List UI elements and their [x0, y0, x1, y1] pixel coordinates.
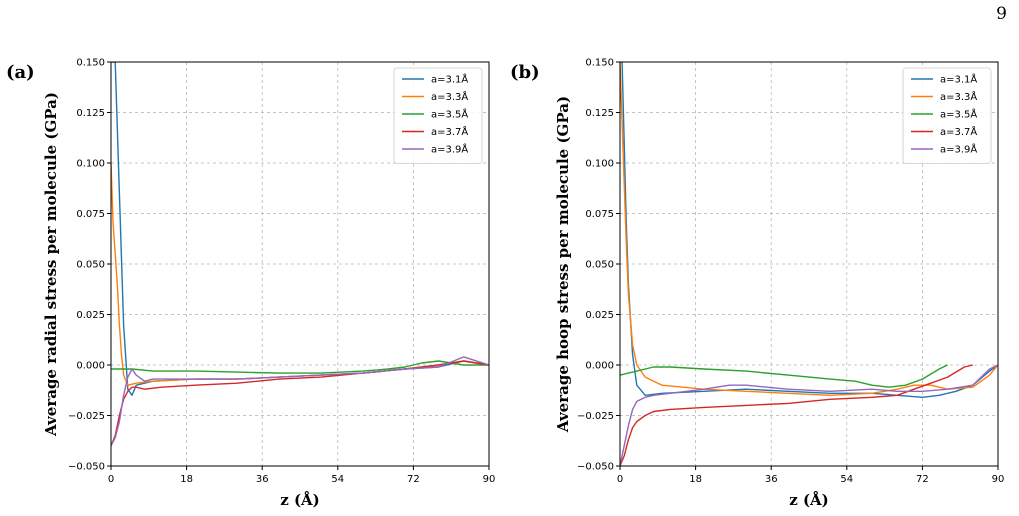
x-tick-label: 54	[840, 474, 853, 485]
legend-label: a=3.5Å	[940, 108, 977, 121]
x-tick-label: 54	[331, 474, 344, 485]
y-tick-label: −0.025	[577, 411, 614, 422]
y-tick-label: 0.000	[76, 361, 105, 372]
series-line-2	[620, 364, 948, 388]
page-number: 9	[996, 4, 1007, 24]
x-tick-label: 36	[256, 474, 269, 485]
y-tick-label: −0.050	[577, 462, 614, 473]
y-tick-label: 0.075	[76, 209, 105, 220]
legend: a=3.1Å a=3.3Å a=3.5Å a=3.7Å a=3.9Å	[393, 67, 483, 164]
x-tick-label: 72	[407, 474, 420, 485]
y-tick-label: 0.125	[76, 108, 105, 119]
y-tick-label: 0.075	[585, 209, 614, 220]
plot-frame	[619, 61, 999, 467]
y-axis-title: Average hoop stress per molecule (GPa)	[554, 96, 572, 433]
legend-label: a=3.1Å	[431, 73, 468, 86]
legend-label: a=3.1Å	[940, 73, 977, 86]
legend-box	[393, 67, 483, 164]
legend-box	[902, 67, 992, 164]
series-line-1	[111, 162, 489, 386]
x-tick-label: 72	[916, 474, 929, 485]
y-tick-label: −0.050	[68, 462, 105, 473]
legend-label: a=3.7Å	[431, 125, 468, 138]
y-tick-label: 0.150	[585, 58, 614, 69]
series-line-1	[620, 62, 998, 396]
legend-label: a=3.7Å	[940, 125, 977, 138]
panel-b: 0 18 36 54 72 90 −0.050 −0.025 0.000 0.025 0.050 0.…	[510, 58, 1004, 510]
panel-label: (a)	[6, 62, 35, 83]
legend-label: a=3.9Å	[431, 143, 468, 156]
legend-label: a=3.3Å	[940, 90, 977, 103]
y-tick-label: 0.000	[585, 361, 614, 372]
series-line-4	[620, 364, 998, 466]
panel-label: (b)	[510, 62, 540, 83]
y-tick-label: 0.100	[585, 159, 614, 170]
y-tick-label: 0.050	[585, 260, 614, 271]
legend-label: a=3.5Å	[431, 108, 468, 121]
legend-label: a=3.9Å	[940, 143, 977, 156]
x-axis-title: z (Å)	[789, 491, 829, 509]
y-tick-label: −0.025	[68, 411, 105, 422]
series-line-3	[620, 364, 973, 466]
y-tick-label: 0.125	[585, 108, 614, 119]
x-tick-label: 0	[108, 474, 114, 485]
legend: a=3.1Å a=3.3Å a=3.5Å a=3.7Å a=3.9Å	[902, 67, 992, 164]
y-tick-label: 0.150	[76, 58, 105, 69]
y-tick-label: 0.025	[76, 310, 105, 321]
x-tick-label: 36	[765, 474, 778, 485]
legend-label: a=3.3Å	[431, 90, 468, 103]
y-tick-label: 0.050	[76, 260, 105, 271]
x-tick-label: 18	[689, 474, 702, 485]
y-axis-title: Average radial stress per molecule (GPa)	[42, 92, 60, 437]
plot-frame	[110, 61, 490, 467]
x-axis-title: z (Å)	[280, 491, 320, 509]
series-line-4	[111, 356, 489, 447]
x-tick-label: 90	[483, 474, 496, 485]
x-tick-label: 18	[180, 474, 193, 485]
y-tick-label: 0.025	[585, 310, 614, 321]
x-tick-label: 0	[617, 474, 623, 485]
series-line-2	[111, 360, 489, 374]
panel-a: 0 18 36 54 72 90 −0.050 −0.025 0.000 0.025 0.050 0.…	[6, 58, 495, 510]
x-tick-label: 90	[992, 474, 1005, 485]
y-tick-label: 0.100	[76, 159, 105, 170]
